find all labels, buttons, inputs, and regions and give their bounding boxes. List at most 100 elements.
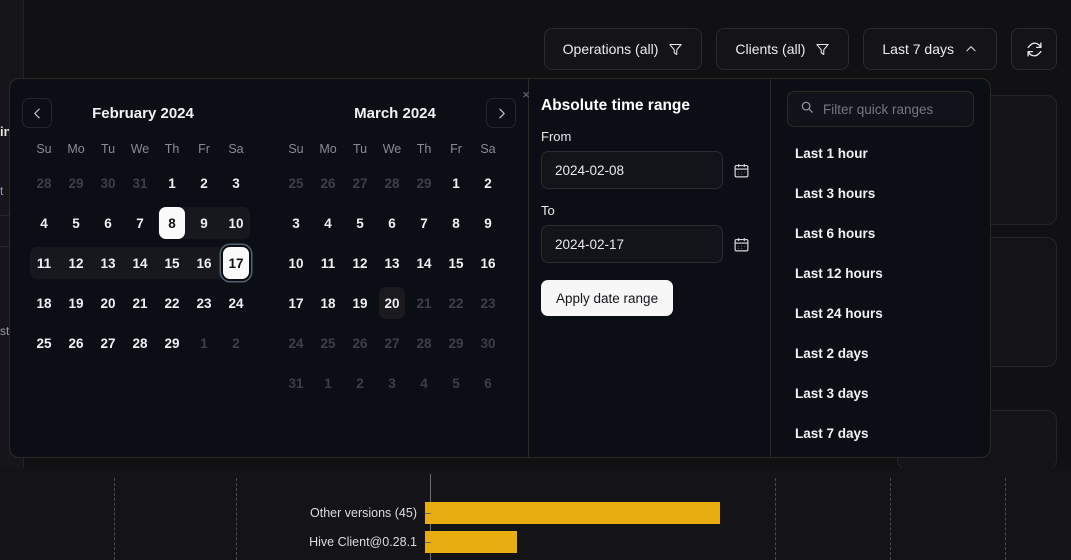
calendar-weekday: Fr: [198, 142, 210, 156]
calendar-day[interactable]: 2: [188, 163, 220, 203]
calendar-day-label: 22: [448, 295, 464, 311]
calendar-day[interactable]: 13: [92, 243, 124, 283]
calendar-day[interactable]: 5: [60, 203, 92, 243]
chart-gridline: [890, 478, 891, 560]
calendar-day-label: 18: [320, 295, 336, 311]
calendar-day[interactable]: 17: [280, 283, 312, 323]
calendar-day-label: 18: [36, 295, 52, 311]
calendar-month-left: February 2024 Su Mo Tu We Th Fr Sa 28 29 30 31 1 2 3…: [22, 91, 258, 457]
calendar-day-label: 2: [484, 175, 492, 191]
calendar-day[interactable]: 3: [220, 163, 252, 203]
calendar-day[interactable]: 4: [312, 203, 344, 243]
calendar-day[interactable]: 8: [440, 203, 472, 243]
calendar-day-label: 7: [420, 215, 428, 231]
calendar-day[interactable]: 17: [220, 243, 252, 283]
calendar-day[interactable]: 28: [124, 323, 156, 363]
close-icon[interactable]: ×: [522, 86, 530, 102]
calendar-day[interactable]: 29: [156, 323, 188, 363]
calendar-day[interactable]: 4: [28, 203, 60, 243]
calendar-day-label: 24: [288, 335, 304, 351]
calendar-day[interactable]: 11: [28, 243, 60, 283]
calendar-day[interactable]: 24: [220, 283, 252, 323]
calendar-day-label: 26: [68, 335, 84, 351]
chart-axis-tick: [425, 513, 431, 514]
calendar-day[interactable]: 9: [188, 203, 220, 243]
quick-range-item[interactable]: Last 6 hours: [795, 225, 876, 241]
to-input[interactable]: 2024-02-17: [541, 225, 723, 263]
calendar-day-label: 28: [384, 175, 400, 191]
calendar-day[interactable]: 26: [60, 323, 92, 363]
calendar-day[interactable]: 1: [440, 163, 472, 203]
calendar-day[interactable]: 21: [124, 283, 156, 323]
calendar-day[interactable]: 8: [156, 203, 188, 243]
calendar-day[interactable]: 15: [156, 243, 188, 283]
from-input[interactable]: 2024-02-08: [541, 151, 723, 189]
calendar-day-label: 28: [132, 335, 148, 351]
calendar-week-row: 17 18 19 20 21 22 23: [280, 283, 510, 323]
calendar-day-label: 20: [384, 295, 400, 311]
calendar-day-label: 4: [324, 215, 332, 231]
calendar-day[interactable]: 14: [408, 243, 440, 283]
quick-range-item[interactable]: Last 24 hours: [795, 305, 883, 321]
calendar-day[interactable]: 11: [312, 243, 344, 283]
calendar-day-label: 1: [168, 175, 176, 191]
calendar-day[interactable]: 20: [92, 283, 124, 323]
calendar-day[interactable]: 16: [472, 243, 504, 283]
calendar-day[interactable]: 1: [156, 163, 188, 203]
calendar-day: 31: [280, 363, 312, 403]
calendar-day-label: 20: [100, 295, 116, 311]
calendar-weekday: Mo: [67, 142, 85, 156]
calendar-weekday: Tu: [352, 142, 368, 156]
chart-bar-label: Hive Client@0.28.1: [309, 535, 417, 549]
calendar-day[interactable]: 6: [376, 203, 408, 243]
chart-gridline: [775, 478, 776, 560]
refresh-button[interactable]: [1011, 28, 1057, 70]
calendar-day[interactable]: 14: [124, 243, 156, 283]
calendar-day[interactable]: 13: [376, 243, 408, 283]
quick-range-item[interactable]: Last 3 hours: [795, 185, 876, 201]
next-month-button[interactable]: [486, 98, 516, 128]
calendar-day: 25: [312, 323, 344, 363]
calendar-day[interactable]: 23: [188, 283, 220, 323]
calendar-day[interactable]: 18: [28, 283, 60, 323]
calendar-icon[interactable]: [733, 162, 750, 179]
calendar-day[interactable]: 18: [312, 283, 344, 323]
calendar-day[interactable]: 12: [344, 243, 376, 283]
calendar-day[interactable]: 9: [472, 203, 504, 243]
apply-date-range-button[interactable]: Apply date range: [541, 280, 674, 316]
calendar-day[interactable]: 19: [60, 283, 92, 323]
calendar-day[interactable]: 25: [28, 323, 60, 363]
calendar-day[interactable]: 5: [344, 203, 376, 243]
calendar-day[interactable]: 19: [344, 283, 376, 323]
calendar-icon[interactable]: [733, 236, 750, 253]
quick-range-item[interactable]: Last 1 hour: [795, 145, 868, 161]
operations-filter-button[interactable]: Operations (all): [543, 28, 703, 70]
calendar-day[interactable]: 16: [188, 243, 220, 283]
calendar-day[interactable]: 7: [124, 203, 156, 243]
calendar-day[interactable]: 10: [220, 203, 252, 243]
calendar-day[interactable]: 12: [60, 243, 92, 283]
calendar-day[interactable]: 15: [440, 243, 472, 283]
time-range-button[interactable]: Last 7 days: [863, 28, 997, 70]
background-text-fragment: t: [0, 184, 4, 198]
quick-range-item[interactable]: Last 2 days: [795, 345, 869, 361]
calendar-day: 26: [312, 163, 344, 203]
calendar-day[interactable]: 10: [280, 243, 312, 283]
calendar-day[interactable]: 6: [92, 203, 124, 243]
quick-ranges-search[interactable]: Filter quick ranges: [787, 91, 974, 127]
calendar-day[interactable]: 7: [408, 203, 440, 243]
prev-month-button[interactable]: [22, 98, 52, 128]
calendar-day[interactable]: 3: [280, 203, 312, 243]
calendar-day-pill: [159, 207, 185, 239]
quick-range-item[interactable]: Last 3 days: [795, 385, 869, 401]
calendar-header: March 2024: [280, 91, 516, 135]
calendar-day[interactable]: 22: [156, 283, 188, 323]
calendar-day-label: 10: [228, 215, 244, 231]
calendar-day-label: 13: [100, 255, 116, 271]
quick-range-item[interactable]: Last 12 hours: [795, 265, 883, 281]
quick-range-item[interactable]: Last 7 days: [795, 425, 869, 441]
calendar-day[interactable]: 2: [472, 163, 504, 203]
clients-filter-button[interactable]: Clients (all): [716, 28, 850, 70]
calendar-day[interactable]: 27: [92, 323, 124, 363]
calendar-day[interactable]: 20: [376, 283, 408, 323]
